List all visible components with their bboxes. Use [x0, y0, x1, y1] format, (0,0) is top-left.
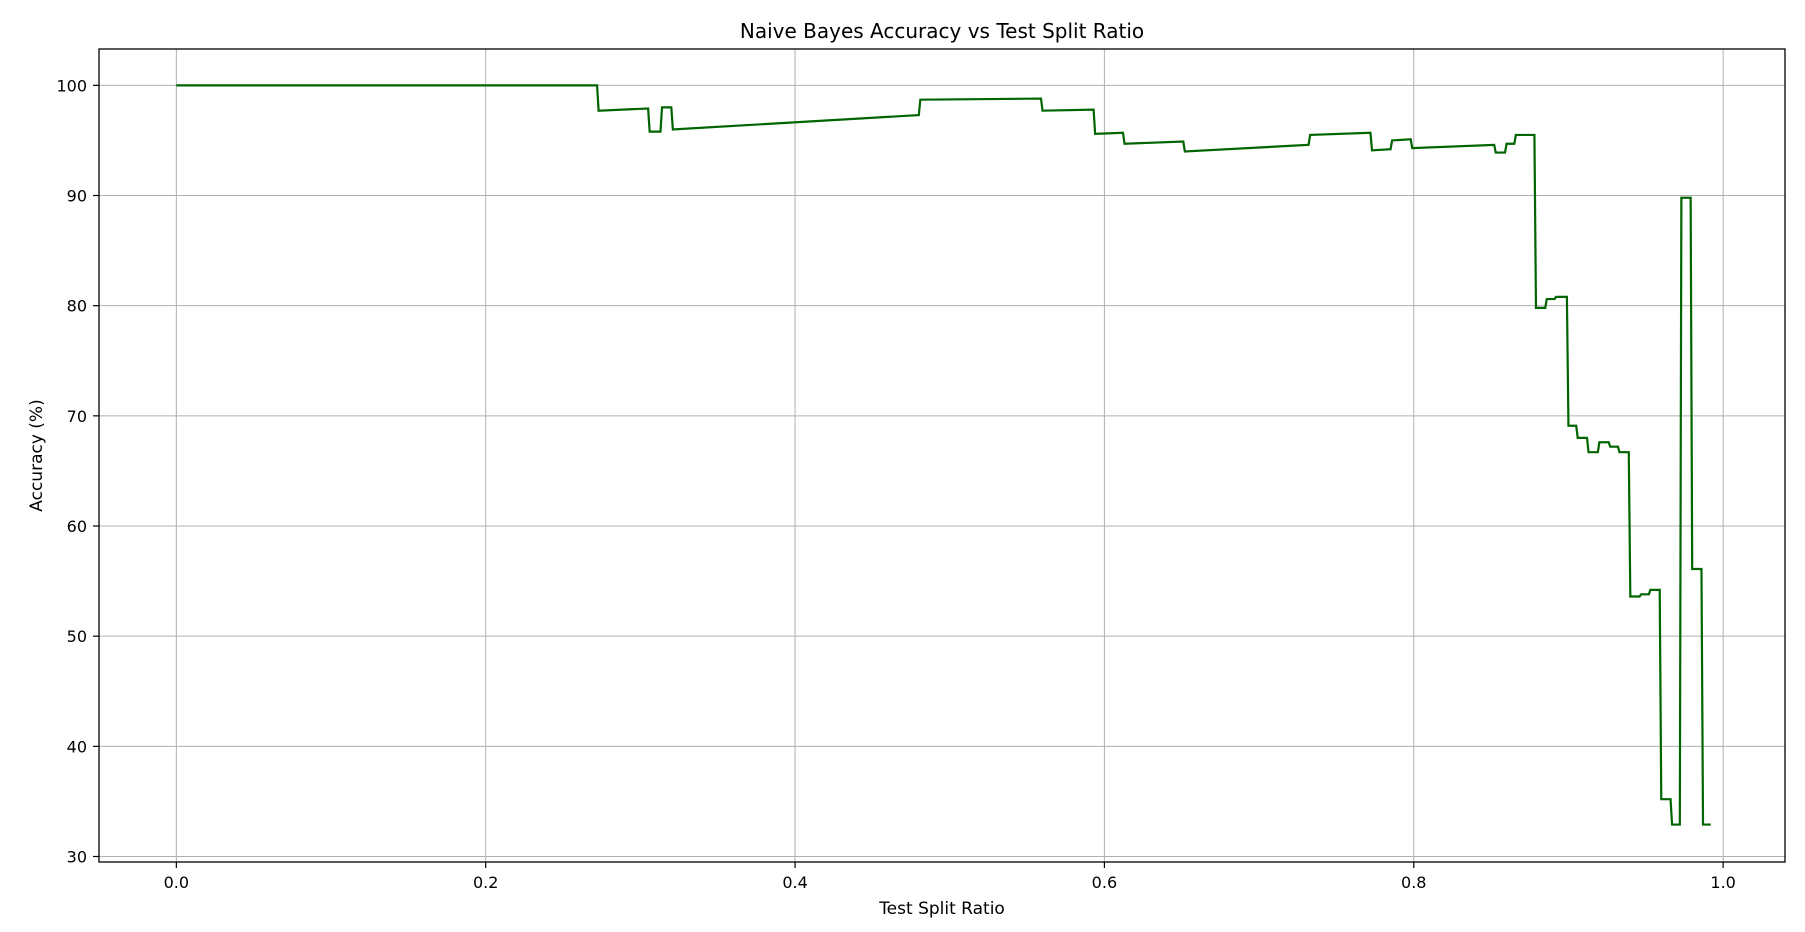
x-tick-label: 0.8 — [1401, 873, 1426, 892]
y-tick-label: 70 — [67, 407, 87, 426]
axis-ticks: 0.0 0.2 0.4 0.6 0.8 1.0 30 40 50 60 70 80 90 100 — [56, 76, 1735, 892]
x-tick-label: 0.6 — [1092, 873, 1117, 892]
x-tick-label: 0.2 — [473, 873, 498, 892]
y-axis-label: Accuracy (%) — [27, 399, 47, 511]
y-tick-label: 50 — [67, 627, 87, 646]
x-axis-label: Test Split Ratio — [878, 899, 1005, 919]
y-tick-label: 100 — [56, 76, 87, 95]
plot-area-frame — [98, 48, 1786, 863]
accuracy-series-line — [176, 84, 1711, 826]
chart-title: Naive Bayes Accuracy vs Test Split Ratio — [740, 19, 1144, 43]
x-tick-label: 0.0 — [164, 873, 189, 892]
y-tick-label: 30 — [67, 847, 87, 866]
y-tick-label: 90 — [67, 187, 87, 206]
x-tick-label: 0.4 — [782, 873, 807, 892]
x-tick-label: 1.0 — [1710, 873, 1735, 892]
y-tick-label: 40 — [67, 737, 87, 756]
y-tick-label: 80 — [67, 297, 87, 316]
series-layer — [176, 84, 1711, 826]
y-tick-label: 60 — [67, 517, 87, 536]
grid — [99, 49, 1785, 862]
